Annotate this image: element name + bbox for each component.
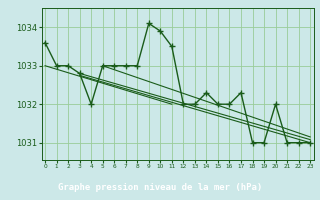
Text: Graphe pression niveau de la mer (hPa): Graphe pression niveau de la mer (hPa) [58, 182, 262, 192]
